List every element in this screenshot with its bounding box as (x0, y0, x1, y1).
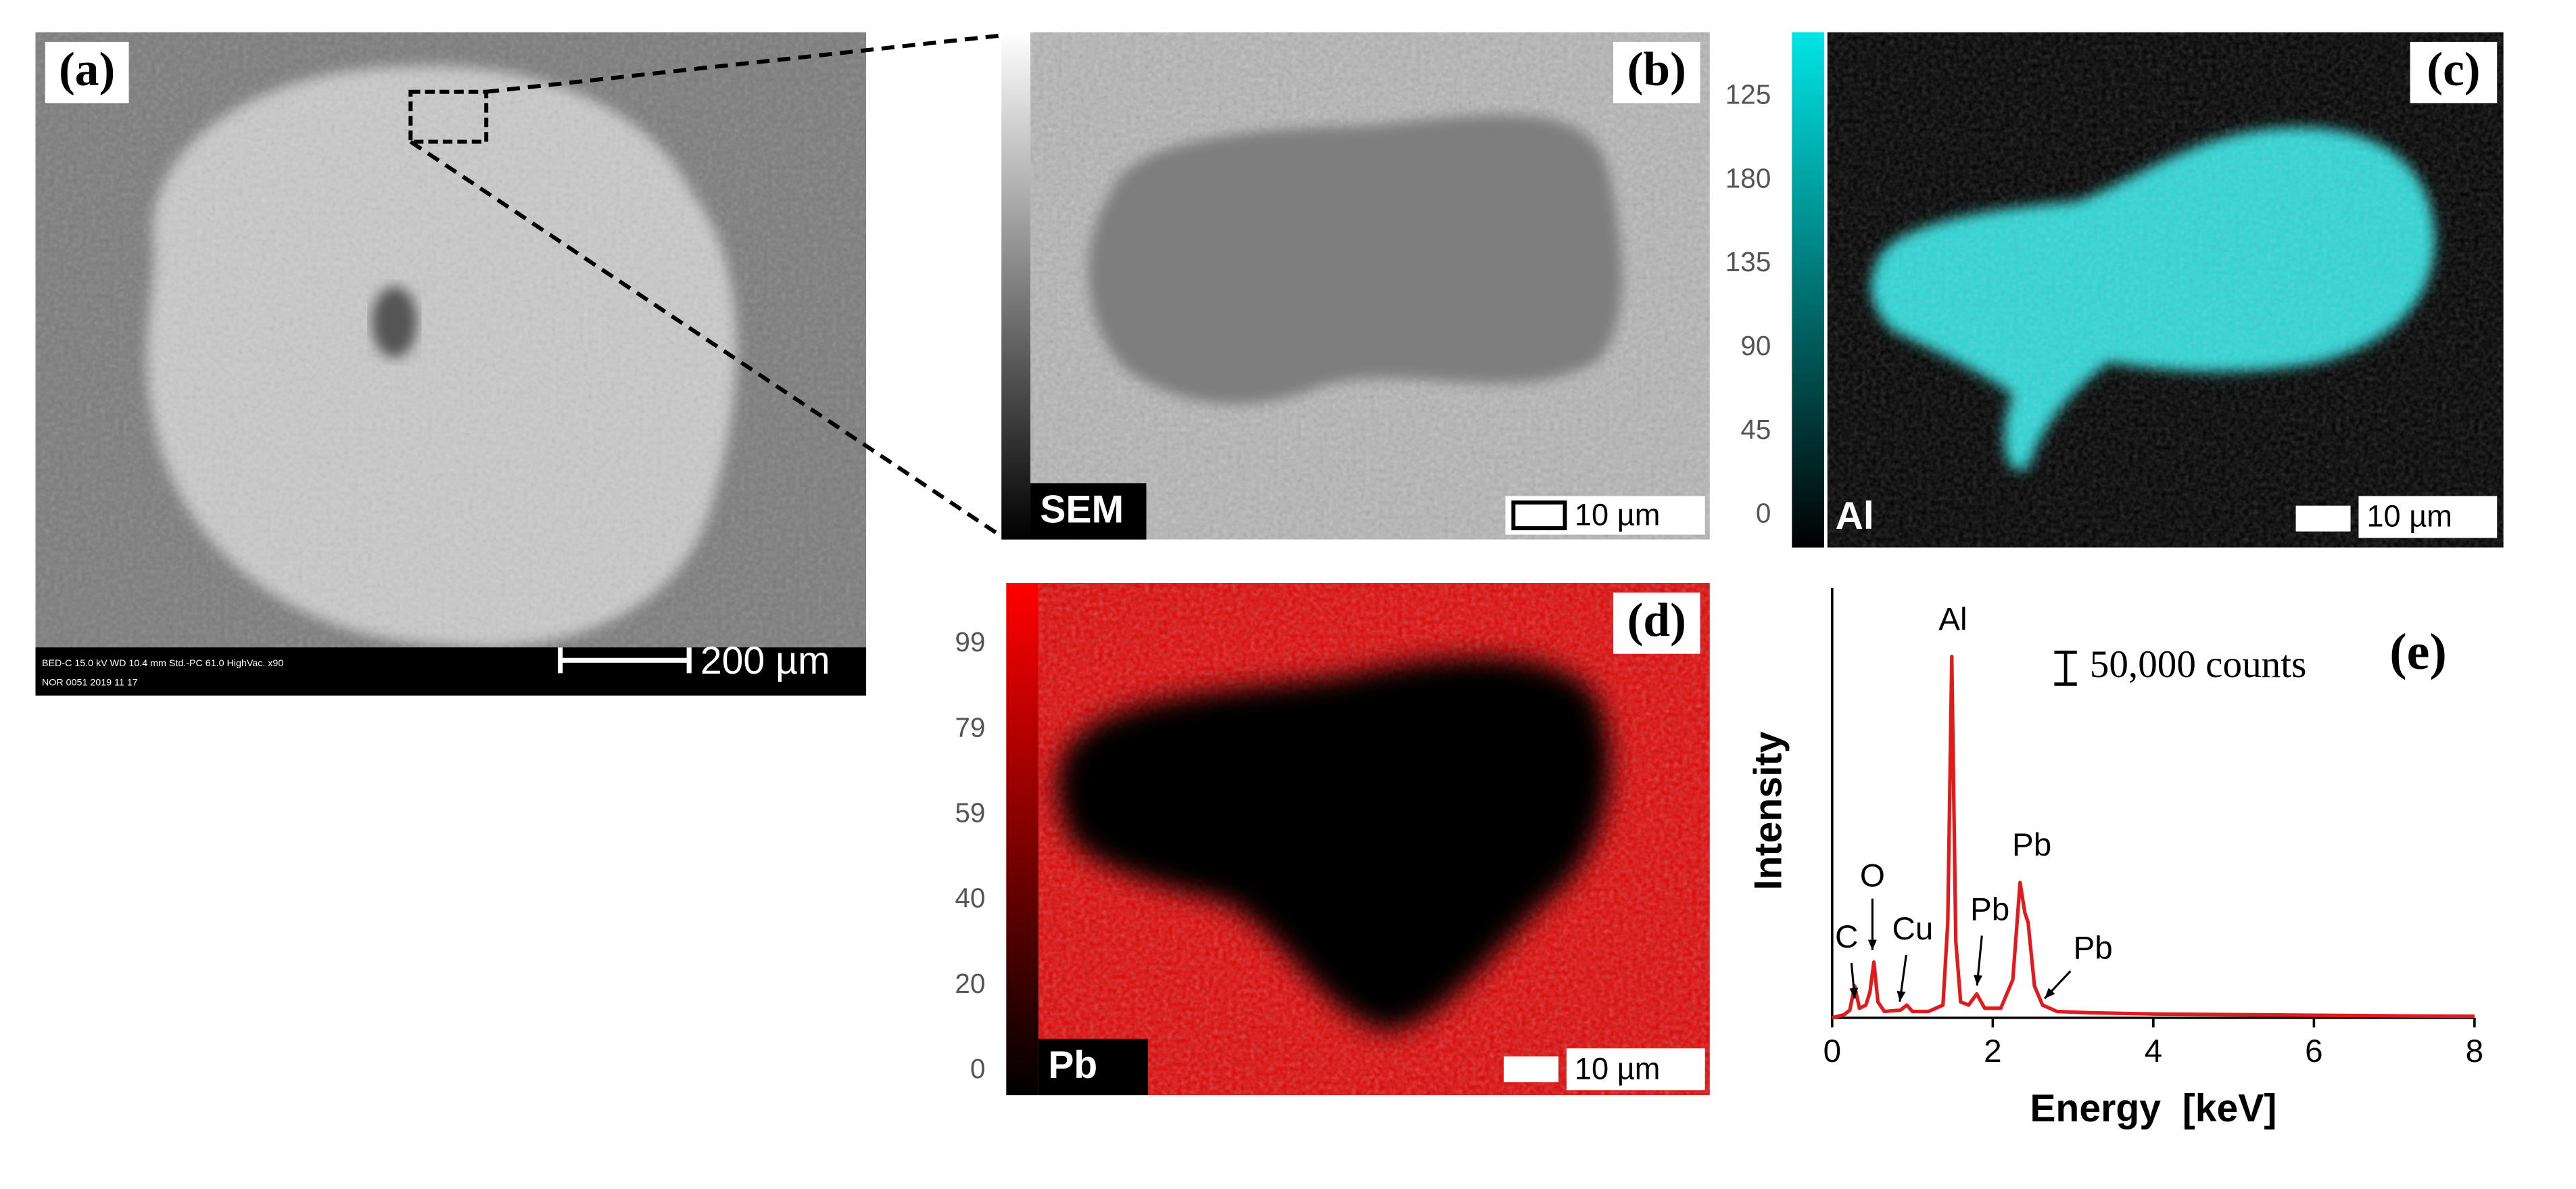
x-tick-label: 0 (1823, 1033, 1841, 1069)
colorbar-tick-label: 40 (955, 883, 985, 914)
panel-label: (b) (1627, 43, 1686, 96)
arrow-head (2045, 987, 2055, 999)
x-tick-label: 4 (2145, 1033, 2162, 1069)
colorbar (1006, 582, 1039, 1096)
panel-c-image (1827, 32, 2504, 548)
label-box (45, 41, 129, 103)
panel-d-image (1038, 582, 1710, 1096)
zoom-line (409, 140, 1003, 538)
meta-text: BED-C 15.0 kV WD 10.4 mm Std.-PC 61.0 Hi… (42, 658, 283, 669)
arrow-head (1849, 987, 1859, 999)
colorbar-tick-label: 59 (955, 797, 985, 829)
colorbar (1001, 32, 1031, 540)
colorbar-tick-label: 20 (955, 968, 985, 999)
element-label: SEM (1040, 488, 1124, 531)
scale-label: 200 µm (700, 639, 830, 682)
x-tick-label: 2 (1984, 1033, 2001, 1069)
peak-label: O (1860, 858, 1885, 893)
y-axis-label: Intensity (1746, 731, 1790, 890)
arrow-head (1974, 975, 1983, 986)
scale-bar (1511, 500, 1567, 530)
colorbar-tick-label: 0 (970, 1053, 986, 1084)
label-box (2410, 41, 2498, 103)
label-box (1613, 592, 1700, 654)
panel-b-image (1030, 32, 1710, 540)
colorbar (1792, 32, 1824, 548)
element-box (1030, 483, 1147, 540)
colorbar-tick-label: 135 (1725, 246, 1771, 277)
scale-box (2358, 496, 2498, 538)
arrow-head (1897, 990, 1906, 1002)
scale-bar (1504, 1056, 1559, 1083)
peak-label: Al (1938, 602, 1967, 638)
peak-label: Cu (1892, 911, 1933, 947)
x-axis-label: Energy [keV] (2030, 1087, 2276, 1130)
panel-label: (a) (59, 43, 115, 96)
element-label: Pb (1048, 1044, 1097, 1087)
peak-label: C (1835, 919, 1858, 955)
element-box (1038, 1038, 1148, 1096)
panel-label: (d) (1627, 593, 1686, 647)
x-tick-label: 6 (2305, 1033, 2322, 1069)
colorbar-tick-label: 125 (1725, 79, 1771, 110)
zoom-box (408, 89, 489, 144)
scale-bar (2295, 505, 2351, 532)
peak-label: Pb (1970, 891, 2009, 927)
scale-box (1566, 1048, 1705, 1091)
spectrum-line (1832, 654, 2475, 1020)
arrow-head (1867, 939, 1877, 950)
scale-label: 10 µm (2366, 499, 2452, 534)
panel-label: (e) (2389, 624, 2447, 680)
x-tick-label: 8 (2466, 1033, 2483, 1069)
element-label: Al (1836, 494, 1874, 538)
zoom-line (485, 33, 1002, 94)
spectrum-chart: 0 2 4 6 8 Energy [keV] Intensity 50,000 counts (… (1746, 588, 2483, 1130)
meta-text: NOR 0051 2019 11 17 (42, 677, 138, 688)
scale-label: 10 µm (1575, 497, 1661, 532)
panel-label: (c) (2427, 43, 2480, 96)
label-box (1613, 41, 1700, 103)
colorbar-tick-label: 79 (955, 712, 985, 743)
colorbar-tick-label: 45 (1740, 414, 1771, 445)
peak-label: Pb (2073, 930, 2112, 966)
peak-label: Pb (2012, 827, 2051, 863)
scale-label: 10 µm (1575, 1051, 1661, 1086)
colorbar-tick-label: 180 (1725, 162, 1771, 193)
colorbar-tick-label: 90 (1740, 330, 1771, 361)
scale-bar-label: 50,000 counts (2090, 643, 2307, 686)
colorbar-tick-label: 99 (955, 626, 985, 657)
colorbar-tick-label: 0 (1756, 498, 1771, 529)
